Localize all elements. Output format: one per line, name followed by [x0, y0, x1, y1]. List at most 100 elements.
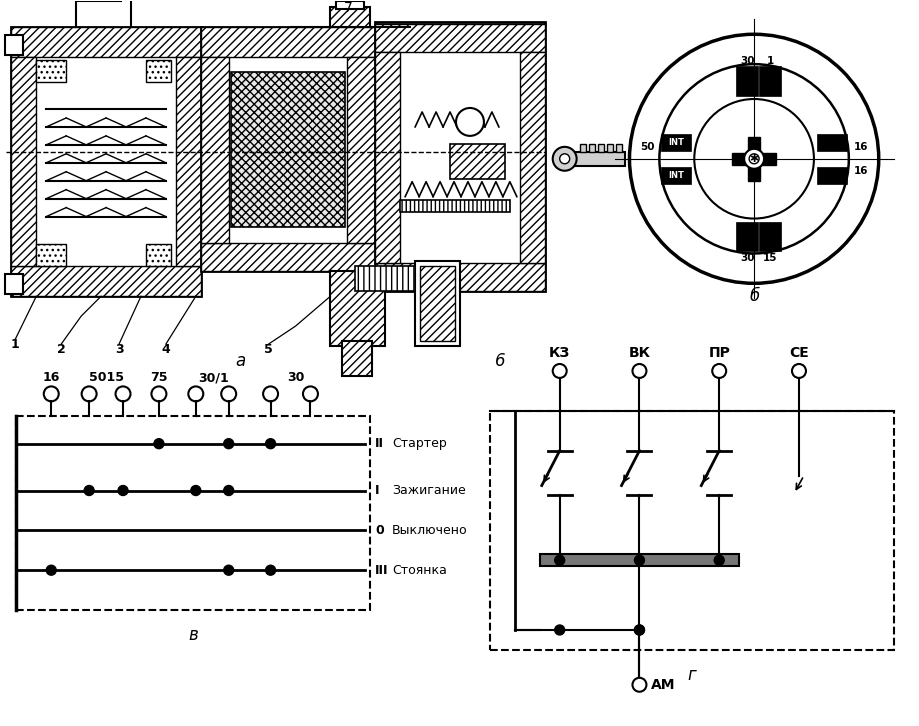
Bar	[200, 28, 375, 272]
Text: 15: 15	[762, 253, 777, 264]
Bar	[661, 167, 690, 184]
Bar	[11, 266, 200, 296]
Circle shape	[223, 566, 233, 575]
Bar	[597, 144, 603, 152]
Bar	[336, 1, 364, 9]
Bar	[588, 144, 594, 152]
Text: 30: 30	[287, 372, 304, 385]
Bar	[758, 221, 780, 251]
Bar	[490, 411, 892, 650]
Text: а: а	[235, 352, 245, 370]
Circle shape	[743, 149, 764, 168]
Text: II: II	[375, 437, 384, 450]
Bar	[347, 57, 375, 243]
Text: ВК: ВК	[628, 346, 650, 360]
Text: 5015: 5015	[88, 372, 123, 385]
Bar	[330, 7, 369, 28]
Text: Стартер: Стартер	[391, 437, 447, 450]
Text: в: в	[188, 626, 198, 644]
Bar	[758, 66, 780, 96]
Text: I: I	[375, 484, 380, 497]
Bar	[11, 28, 200, 57]
Circle shape	[116, 386, 130, 401]
Text: КЗ: КЗ	[549, 346, 570, 360]
Circle shape	[118, 486, 128, 495]
Circle shape	[634, 625, 643, 635]
Bar	[6, 36, 23, 55]
Text: 30/1: 30/1	[199, 372, 229, 385]
Bar	[36, 60, 66, 82]
Text: Стоянка: Стоянка	[391, 563, 447, 576]
Circle shape	[631, 364, 646, 378]
Text: 1: 1	[766, 56, 773, 66]
Bar	[539, 554, 738, 566]
Text: ✱: ✱	[749, 154, 758, 164]
Bar	[816, 134, 845, 151]
Bar	[176, 57, 200, 266]
Circle shape	[82, 386, 96, 401]
Bar	[17, 416, 369, 610]
Circle shape	[188, 386, 203, 401]
Circle shape	[84, 486, 94, 495]
Bar	[606, 144, 612, 152]
Circle shape	[559, 154, 569, 164]
Text: б: б	[748, 287, 758, 305]
Bar	[36, 245, 66, 266]
Circle shape	[153, 439, 164, 449]
Circle shape	[456, 108, 483, 136]
Circle shape	[629, 34, 878, 283]
Bar	[6, 274, 23, 294]
Text: 1: 1	[11, 338, 19, 351]
Text: 0: 0	[375, 524, 383, 537]
Bar	[579, 144, 585, 152]
Text: Выключено: Выключено	[391, 524, 468, 537]
Text: 3: 3	[115, 343, 123, 356]
Bar	[330, 272, 385, 346]
Circle shape	[694, 99, 813, 219]
Circle shape	[748, 154, 758, 164]
Circle shape	[152, 386, 166, 401]
Bar	[816, 167, 845, 184]
Bar	[375, 23, 544, 291]
Bar	[355, 266, 414, 291]
Bar	[519, 52, 544, 264]
Text: 2: 2	[57, 343, 65, 356]
Text: АМ: АМ	[651, 678, 675, 692]
Circle shape	[266, 439, 276, 449]
Circle shape	[552, 364, 566, 378]
Text: 7: 7	[344, 1, 352, 15]
Bar	[414, 261, 460, 346]
Text: г: г	[686, 666, 696, 684]
Circle shape	[659, 64, 848, 253]
Circle shape	[713, 555, 723, 566]
Circle shape	[554, 555, 564, 566]
Bar	[747, 137, 759, 181]
Text: 16: 16	[853, 142, 868, 152]
Bar	[200, 57, 229, 243]
Text: 4: 4	[162, 343, 170, 356]
Bar	[11, 57, 36, 266]
Text: III: III	[375, 563, 389, 576]
Circle shape	[221, 386, 236, 401]
Circle shape	[266, 566, 276, 575]
Text: 50: 50	[640, 142, 653, 152]
Bar	[200, 28, 375, 57]
Bar	[375, 24, 544, 52]
Bar	[400, 200, 509, 211]
Bar	[146, 245, 171, 266]
Circle shape	[552, 147, 576, 171]
Text: 16: 16	[853, 166, 868, 176]
Bar	[732, 152, 776, 165]
Text: 30: 30	[739, 56, 754, 66]
Text: ПР: ПР	[708, 346, 730, 360]
Bar	[200, 243, 375, 272]
Circle shape	[302, 386, 318, 401]
Text: 16: 16	[42, 372, 60, 385]
Bar	[375, 52, 400, 264]
Bar	[735, 66, 757, 96]
Bar	[231, 72, 345, 227]
Bar	[420, 266, 455, 341]
Text: Зажигание: Зажигание	[391, 484, 465, 497]
Circle shape	[791, 364, 805, 378]
Circle shape	[223, 439, 233, 449]
